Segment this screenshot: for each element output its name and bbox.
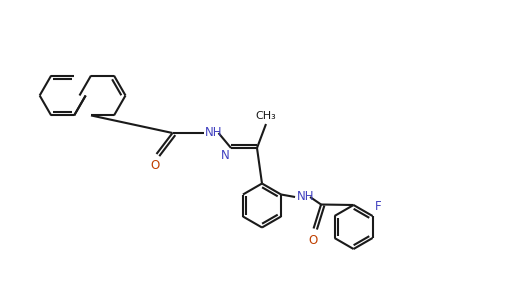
Text: N: N — [221, 149, 230, 162]
Text: CH₃: CH₃ — [256, 111, 276, 121]
Text: O: O — [150, 159, 159, 172]
Text: NH: NH — [297, 190, 314, 203]
Text: F: F — [375, 200, 382, 213]
Text: NH: NH — [205, 126, 222, 139]
Text: O: O — [308, 234, 317, 247]
